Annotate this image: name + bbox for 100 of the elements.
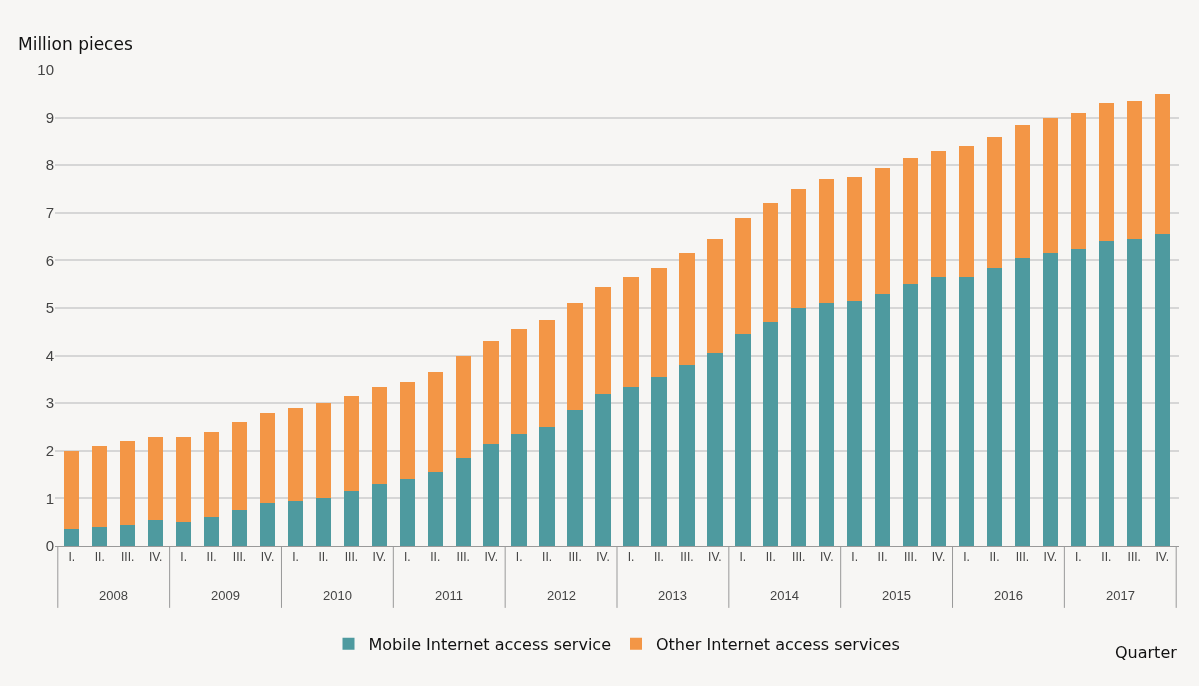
bar [735,334,751,546]
x-tick-label: I. [851,550,858,565]
bar [791,189,807,308]
text: 2010 [323,588,352,603]
bar [483,443,499,546]
y-tick-label: 5 [45,299,54,317]
x-tick-label: III. [1015,550,1030,565]
bar [763,203,779,323]
bar [455,355,471,458]
x-tick-label: II. [94,550,105,565]
y-tick-label: 10 [37,61,54,79]
x-tick-label: IV. [484,550,498,565]
x-tick-label: IV. [708,550,722,565]
text: 2017 [1106,588,1135,603]
bar [902,158,919,285]
text: 2016 [994,588,1023,603]
bar [623,386,639,546]
bar [64,450,80,530]
x-tick-label: III. [680,550,694,565]
bar [511,329,527,435]
x-tick-label: IV. [931,550,946,565]
bar [567,410,583,546]
x-tick-label: I. [1075,550,1082,565]
bar [147,519,164,546]
bar [1070,112,1087,249]
text: 2013 [658,588,687,603]
x-tick-label: II. [430,550,441,565]
x-tick-label: IV. [1155,550,1170,565]
bar [231,422,248,511]
bar [343,396,360,492]
x-tick-label: I. [180,550,187,565]
bar [679,365,695,546]
x-tick-label: III. [903,550,918,565]
x-tick-label: II. [989,550,1000,565]
bar [315,403,332,499]
text: 2012 [547,588,576,603]
bar [287,500,304,546]
bar [511,434,527,546]
x-tick-label: III. [568,550,582,565]
x-tick-label: I. [627,550,635,565]
x-tick-label: I. [403,550,411,565]
x-tick-label: IV. [819,550,834,565]
bar [120,524,136,546]
bar [1126,100,1142,239]
bar [175,522,192,546]
bar [819,303,835,546]
bar [120,441,136,525]
bar [791,308,807,546]
x-tick-label: III. [121,550,135,565]
bar [930,277,947,546]
bar [1042,253,1059,546]
x-tick-label: IV. [260,550,275,565]
bar [986,136,1003,268]
bar [315,498,332,546]
bar [399,479,415,546]
x-tick-label: II. [318,550,329,565]
bar [427,372,443,473]
bar [1014,258,1031,546]
text: 2009 [211,588,240,603]
bar [92,526,108,546]
y-tick-label: 8 [45,156,54,174]
text: 2008 [99,588,128,603]
x-tick-label: IV. [372,550,387,565]
bar [539,319,555,427]
bar [651,377,667,546]
x-tick-label: III. [344,550,359,565]
x-tick-label: III. [792,550,806,565]
bar [1126,238,1142,546]
bar [343,491,360,546]
bar [203,431,220,518]
bar [595,286,611,394]
x-tick-label: II. [765,550,776,565]
x-axis-title: Quarter [1115,643,1178,662]
bar [958,146,975,278]
x-tick-label: III. [1127,550,1141,565]
bar [874,293,891,546]
bar [371,386,388,485]
bar [707,353,723,546]
y-axis-title: Million pieces [18,34,133,54]
x-tick-label: IV. [596,550,610,565]
bar [763,322,779,546]
bar [735,217,751,335]
y-tick-label: 9 [45,108,54,126]
x-tick-label: II. [877,550,888,565]
y-tick-label: 1 [45,489,54,507]
x-tick-label: I. [739,550,747,565]
bar [64,529,80,546]
bar [846,300,863,546]
bar [819,179,835,304]
bar [651,267,667,378]
y-tick-label: 2 [45,442,54,460]
x-tick-label: IV. [148,550,163,565]
y-tick-label: 6 [45,251,54,269]
bar [231,510,248,546]
y-tick-label: 4 [45,346,54,364]
bar [259,503,276,546]
x-tick-label: II. [1101,550,1112,565]
x-tick-label: I. [963,550,970,565]
x-tick-label: III. [232,550,247,565]
bar [455,457,471,546]
